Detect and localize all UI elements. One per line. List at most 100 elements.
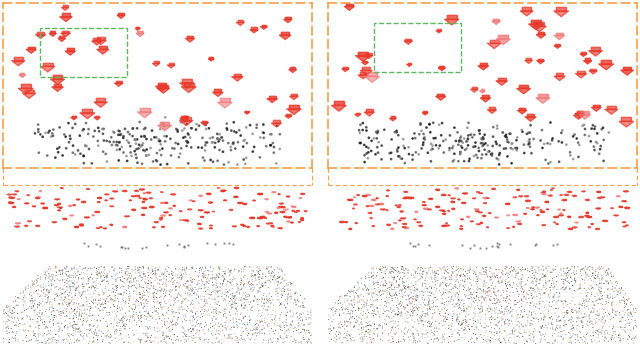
Point	[391, 289, 401, 295]
Point	[504, 266, 515, 272]
Point	[612, 308, 622, 314]
Point	[107, 265, 117, 270]
Point	[51, 316, 61, 322]
Point	[530, 274, 540, 280]
Point	[501, 277, 511, 282]
Point	[420, 278, 430, 283]
Point	[131, 268, 141, 274]
Point	[99, 291, 109, 297]
Point	[274, 297, 284, 302]
Point	[466, 290, 476, 295]
Point	[100, 284, 111, 290]
Polygon shape	[598, 64, 614, 70]
Polygon shape	[403, 223, 406, 224]
Point	[609, 276, 620, 282]
Point	[448, 321, 458, 327]
Point	[371, 280, 381, 286]
Point	[607, 300, 617, 306]
Point	[605, 311, 615, 317]
Point	[127, 267, 137, 272]
Point	[397, 313, 408, 319]
Point	[467, 336, 477, 342]
Point	[446, 273, 456, 278]
Polygon shape	[334, 101, 344, 105]
Point	[537, 322, 547, 328]
Point	[94, 270, 104, 276]
Point	[357, 339, 367, 344]
Point	[298, 310, 308, 316]
Point	[131, 146, 141, 152]
Point	[183, 326, 193, 332]
Point	[542, 325, 552, 331]
Point	[126, 315, 136, 320]
Point	[66, 265, 76, 271]
Point	[153, 279, 163, 285]
Point	[382, 337, 392, 343]
Point	[186, 329, 196, 335]
Point	[283, 295, 293, 301]
Point	[479, 271, 489, 277]
Point	[496, 274, 506, 280]
Point	[495, 302, 506, 308]
Point	[377, 324, 387, 330]
Point	[403, 144, 413, 150]
Point	[403, 284, 413, 290]
Point	[210, 276, 220, 282]
Point	[599, 339, 609, 344]
Point	[516, 280, 526, 286]
Polygon shape	[621, 201, 627, 202]
Point	[194, 292, 204, 298]
Point	[581, 292, 591, 298]
Point	[258, 282, 268, 288]
Point	[471, 323, 481, 329]
Point	[154, 300, 164, 306]
Point	[96, 273, 106, 279]
Point	[172, 317, 182, 323]
Point	[376, 320, 386, 326]
Point	[398, 334, 408, 339]
Point	[214, 339, 225, 345]
Point	[593, 309, 603, 315]
Point	[261, 293, 271, 299]
Point	[99, 304, 109, 310]
Point	[70, 324, 81, 330]
Point	[508, 332, 518, 337]
Point	[397, 300, 408, 306]
Point	[19, 298, 29, 304]
Point	[85, 311, 95, 316]
Polygon shape	[387, 190, 390, 191]
Point	[622, 307, 632, 313]
Point	[183, 298, 193, 303]
Point	[493, 320, 504, 326]
Point	[482, 306, 492, 312]
Point	[59, 337, 69, 342]
Point	[370, 293, 380, 299]
Point	[186, 328, 196, 333]
Point	[230, 311, 241, 316]
Polygon shape	[493, 19, 499, 21]
Point	[445, 298, 455, 304]
Point	[543, 161, 554, 166]
Point	[129, 333, 139, 338]
Point	[371, 312, 381, 318]
Point	[469, 132, 479, 138]
Point	[605, 317, 615, 322]
Polygon shape	[603, 220, 607, 221]
Point	[72, 326, 82, 332]
Point	[615, 299, 625, 305]
Point	[396, 338, 406, 344]
Point	[489, 289, 499, 295]
Point	[479, 325, 489, 331]
Point	[573, 286, 583, 292]
Point	[283, 292, 293, 298]
Point	[236, 333, 246, 338]
Point	[507, 268, 517, 274]
Point	[90, 317, 100, 322]
Point	[128, 309, 138, 315]
Point	[113, 320, 123, 326]
Point	[303, 339, 314, 344]
Point	[111, 286, 122, 292]
Point	[178, 299, 188, 305]
Point	[404, 284, 415, 289]
Point	[491, 292, 501, 298]
